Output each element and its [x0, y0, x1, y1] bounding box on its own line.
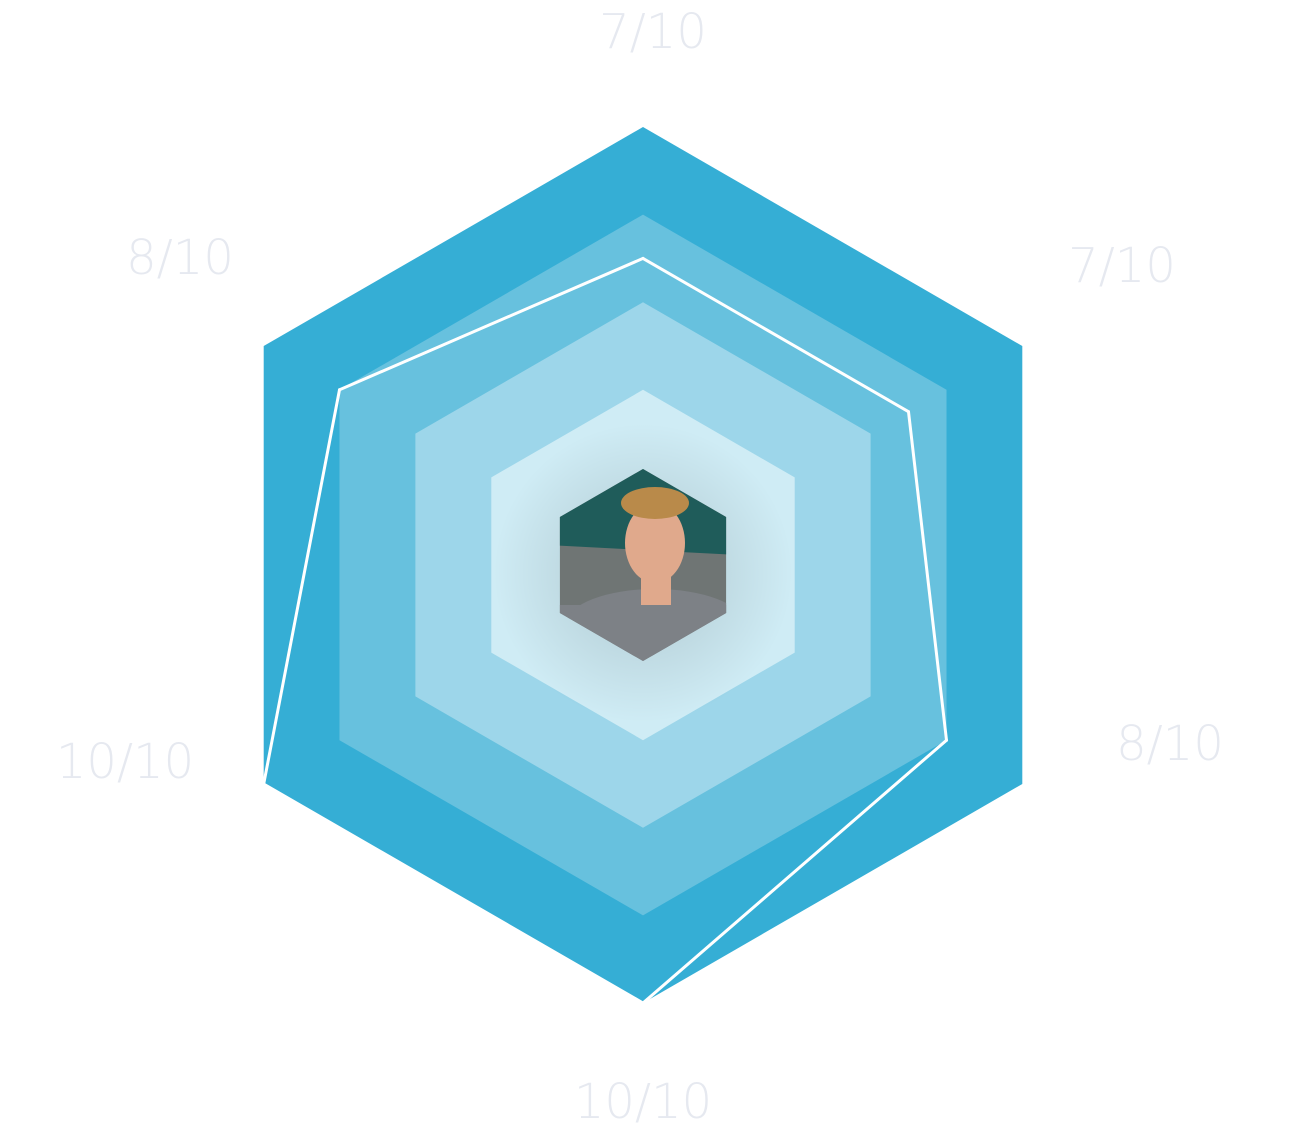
avatar-face — [625, 503, 685, 583]
radar-value-point-3 — [945, 738, 948, 742]
radar-value-layer — [262, 256, 949, 1005]
axis-label-lower-left: 10/10 — [56, 734, 194, 790]
axis-label-lower-right: 8/10 — [1116, 716, 1224, 772]
axis-label-upper-left: 8/10 — [126, 230, 234, 286]
axis-label-bottom: 10/10 — [574, 1074, 712, 1130]
profile-avatar — [493, 423, 793, 723]
radar-value-point-1 — [641, 256, 645, 260]
axis-label-top: 7/10 — [599, 4, 707, 60]
avatar-hair — [621, 487, 689, 519]
radar-value-point-5 — [262, 782, 266, 786]
radar-value-point-6 — [338, 388, 341, 392]
radar-value-point-2 — [907, 410, 910, 414]
axis-label-upper-right: 7/10 — [1068, 238, 1176, 294]
radar-value-point-4 — [641, 1001, 645, 1005]
radar-axis-labels: 7/10 7/10 8/10 10/10 10/10 8/10 — [56, 4, 1224, 1130]
